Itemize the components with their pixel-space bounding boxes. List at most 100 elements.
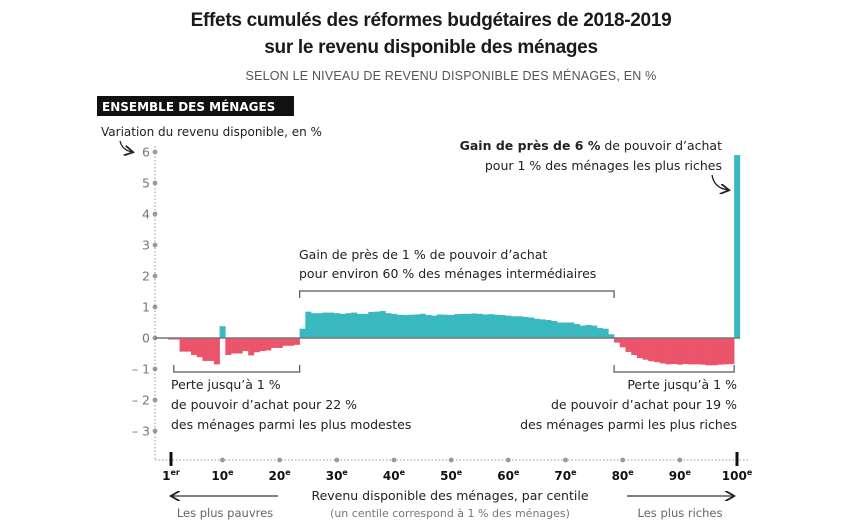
bar-centile-59 bbox=[499, 315, 506, 338]
y-tick-label: 6 bbox=[142, 145, 150, 160]
bar-centile-52 bbox=[459, 313, 466, 338]
x-tick-dot bbox=[391, 457, 397, 463]
bar-centile-28 bbox=[322, 312, 329, 338]
bar-centile-99 bbox=[728, 338, 735, 365]
x-tick-label: 70e bbox=[554, 468, 577, 483]
bar-centile-37 bbox=[373, 311, 380, 338]
y-tick-label: – 2 bbox=[132, 393, 150, 408]
annotation-right-line3: des ménages parmi les plus riches bbox=[520, 417, 737, 432]
bar-centile-100 bbox=[734, 155, 741, 338]
bar-centile-35 bbox=[362, 313, 369, 338]
bar-centile-10 bbox=[219, 326, 226, 338]
bar-centile-97 bbox=[716, 338, 724, 365]
chart-title-line2: sur le revenu disponible des ménages bbox=[264, 37, 597, 58]
bar-centile-95 bbox=[705, 338, 712, 366]
bar-centile-26 bbox=[311, 313, 318, 338]
bar-centile-70 bbox=[562, 322, 569, 338]
x-tick-dot bbox=[505, 457, 511, 463]
bar-centile-24 bbox=[299, 328, 306, 338]
bar-centile-48 bbox=[436, 314, 443, 338]
bar-centile-12 bbox=[231, 338, 238, 354]
x-tick-label: 100e bbox=[722, 468, 753, 483]
bar-centile-19 bbox=[271, 338, 278, 348]
y-tick-dot bbox=[152, 242, 158, 248]
bar-centile-85 bbox=[648, 338, 655, 362]
bar-centile-96 bbox=[711, 338, 718, 366]
annotation-right-line2: de pouvoir d’achat pour 19 % bbox=[551, 397, 737, 412]
bar-centile-72 bbox=[574, 324, 581, 338]
x-tick-label: 30e bbox=[326, 468, 349, 483]
y-tick-dot bbox=[152, 397, 158, 403]
y-label-arrow-icon bbox=[119, 140, 132, 152]
bar-centile-56 bbox=[482, 314, 489, 338]
bar-centile-47 bbox=[431, 315, 438, 338]
annotation-middle-line2: pour environ 60 % des ménages intermédia… bbox=[299, 266, 596, 281]
bar-centile-9 bbox=[213, 338, 220, 365]
bar-centile-34 bbox=[356, 313, 363, 338]
bar-centile-93 bbox=[694, 338, 701, 365]
annotation-left-line1: Perte jusqu’à 1 % bbox=[171, 377, 281, 392]
chart-subtitle: SELON LE NIVEAU DE REVENU DISPONIBLE DES… bbox=[246, 68, 657, 83]
bar-centile-23 bbox=[293, 338, 300, 345]
x-tick-label: 60e bbox=[497, 468, 520, 483]
chart-title-line1: Effets cumulés des réformes budgétaires … bbox=[191, 10, 672, 31]
bar-centile-91 bbox=[682, 338, 689, 365]
x-axis-note: (un centile correspond à 1 % des ménages… bbox=[330, 507, 570, 520]
y-tick-dot bbox=[152, 149, 158, 155]
bar-centile-5 bbox=[191, 338, 198, 356]
x-tick-dot bbox=[277, 457, 283, 463]
bar-centile-82 bbox=[631, 338, 638, 356]
x-tick-dot bbox=[334, 457, 340, 463]
bracket-left bbox=[173, 365, 301, 373]
direction-left-label: Les plus pauvres bbox=[177, 506, 273, 520]
x-tick-label: 40e bbox=[383, 468, 406, 483]
bar-centile-98 bbox=[722, 338, 729, 365]
bar-centile-60 bbox=[505, 315, 512, 338]
x-tick-dot bbox=[448, 457, 454, 463]
x-tick-label: 50e bbox=[440, 468, 463, 483]
bar-centile-62 bbox=[516, 316, 523, 338]
bars bbox=[168, 155, 741, 366]
bar-centile-73 bbox=[579, 325, 586, 338]
annotation-top-right-line1: Gain de près de 6 % de pouvoir d’achat bbox=[460, 138, 722, 153]
panel-badge bbox=[97, 96, 294, 116]
bar-centile-8 bbox=[208, 338, 215, 361]
y-tick-dot bbox=[152, 366, 158, 372]
bar-centile-87 bbox=[659, 338, 666, 364]
y-tick-label: 0 bbox=[142, 331, 150, 346]
direction-right-label: Les plus riches bbox=[638, 506, 723, 520]
bar-centile-42 bbox=[402, 315, 409, 338]
bar-centile-75 bbox=[591, 325, 598, 338]
bar-centile-61 bbox=[511, 316, 518, 338]
bar-centile-31 bbox=[339, 313, 346, 338]
bar-centile-33 bbox=[351, 312, 358, 338]
bar-centile-57 bbox=[488, 314, 495, 338]
x-tick-dot bbox=[677, 457, 683, 463]
bar-centile-7 bbox=[202, 338, 209, 361]
bar-centile-13 bbox=[236, 338, 243, 354]
x-tick-marker bbox=[735, 452, 739, 466]
bar-centile-6 bbox=[196, 338, 203, 358]
bar-centile-81 bbox=[625, 338, 632, 352]
bar-centile-21 bbox=[282, 338, 289, 346]
bar-centile-55 bbox=[476, 313, 483, 338]
bar-centile-36 bbox=[368, 311, 375, 338]
annotation-left-line2: de pouvoir d’achat pour 22 % bbox=[171, 397, 357, 412]
bar-centile-77 bbox=[602, 328, 609, 338]
bar-centile-86 bbox=[654, 338, 661, 363]
bar-centile-89 bbox=[671, 338, 678, 365]
x-tick-dot bbox=[220, 457, 225, 463]
bar-centile-51 bbox=[454, 314, 461, 338]
y-tick-label: 5 bbox=[142, 176, 150, 191]
bar-centile-84 bbox=[642, 338, 649, 360]
bar-centile-32 bbox=[345, 313, 352, 338]
x-axis-label: Revenu disponible des ménages, par centi… bbox=[311, 488, 588, 503]
y-tick-dot bbox=[152, 428, 158, 434]
y-tick-label: 4 bbox=[142, 207, 150, 222]
x-tick-dot bbox=[563, 457, 568, 463]
y-tick-label: 3 bbox=[142, 238, 150, 253]
bar-centile-88 bbox=[665, 338, 672, 365]
annotation-middle-line1: Gain de près de 1 % de pouvoir d’achat bbox=[299, 247, 547, 262]
x-tick-dot bbox=[620, 457, 626, 463]
